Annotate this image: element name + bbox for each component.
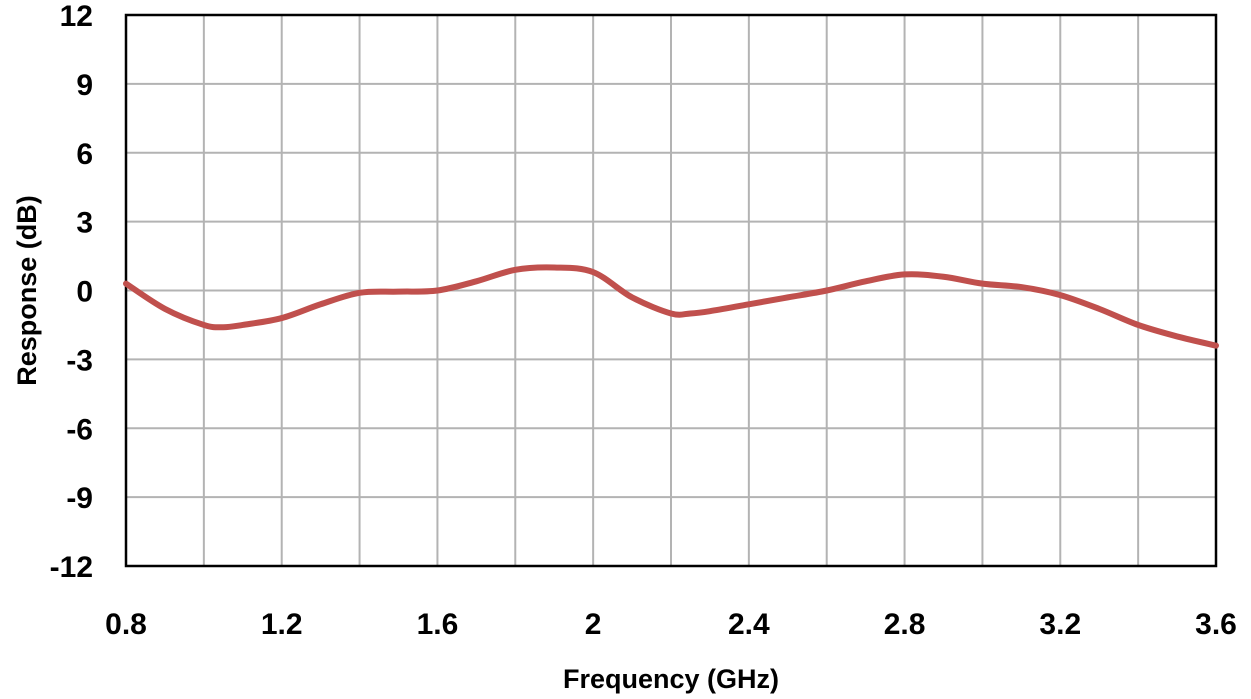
y-axis-title: Response (dB)	[12, 195, 42, 386]
x-tick-label: 2.8	[884, 608, 926, 641]
series-layer	[123, 264, 1219, 349]
x-axis-tick-labels: 0.8 1.2 1.6 2 2.4 2.8 3.2 3.6	[105, 608, 1237, 641]
x-tick-label: 2	[585, 608, 602, 641]
x-tick-label: 2.4	[728, 608, 770, 641]
y-tick-label: 0	[76, 276, 93, 309]
y-tick-label: -9	[66, 482, 93, 515]
x-tick-label: 3.6	[1195, 608, 1237, 641]
y-tick-label: -6	[66, 413, 93, 446]
x-tick-label: 1.6	[417, 608, 459, 641]
y-tick-label: 9	[76, 69, 93, 102]
x-tick-label: 0.8	[105, 608, 147, 641]
response-series-line	[123, 264, 1219, 349]
y-tick-label: 6	[76, 138, 93, 171]
y-tick-label: 12	[60, 0, 93, 33]
y-tick-label: 3	[76, 207, 93, 240]
y-tick-label: -3	[66, 344, 93, 377]
grid	[125, 14, 1217, 567]
y-axis-tick-labels: 12 9 6 3 0 -3 -6 -9 -12	[50, 0, 93, 584]
x-axis-title: Frequency (GHz)	[563, 664, 779, 694]
x-tick-label: 1.2	[261, 608, 303, 641]
x-tick-label: 3.2	[1039, 608, 1081, 641]
y-tick-label: -12	[50, 551, 93, 584]
plot-area-frame	[124, 13, 1218, 568]
